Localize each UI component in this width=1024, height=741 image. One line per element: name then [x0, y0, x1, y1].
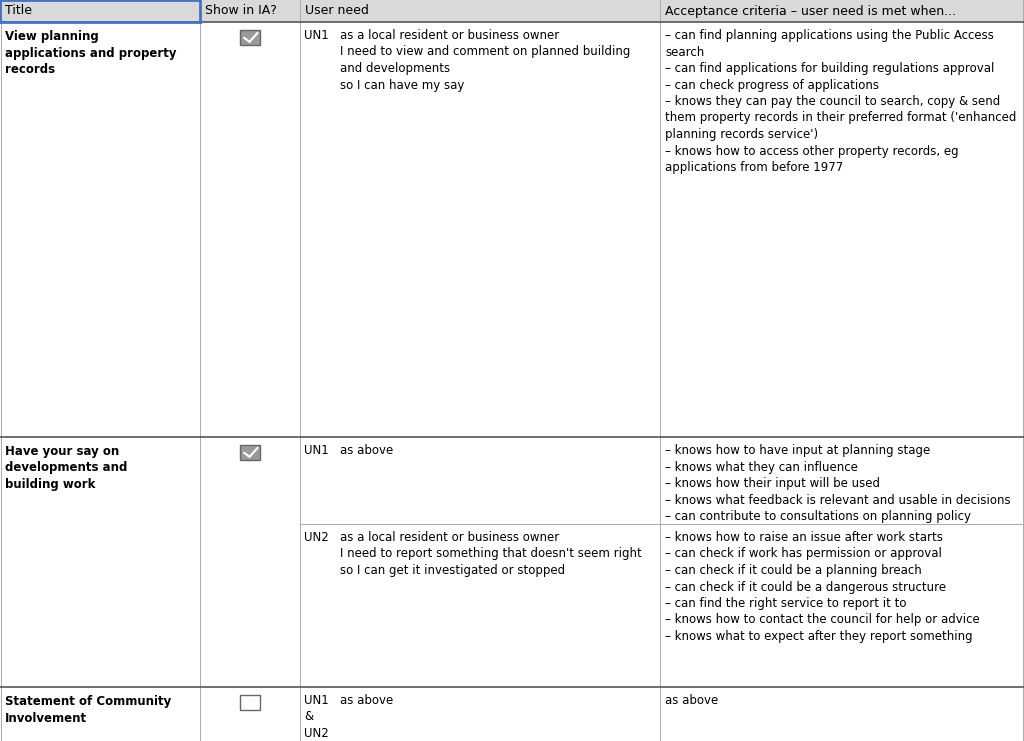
Text: Statement of Community
Involvement: Statement of Community Involvement: [5, 695, 171, 725]
Text: User need: User need: [305, 4, 369, 18]
Text: UN2: UN2: [304, 531, 329, 544]
Text: Acceptance criteria – user need is met when...: Acceptance criteria – user need is met w…: [665, 4, 956, 18]
Text: UN1: UN1: [304, 444, 329, 457]
Text: as above: as above: [340, 694, 393, 707]
Text: – knows how to raise an issue after work starts
– can check if work has permissi: – knows how to raise an issue after work…: [665, 531, 980, 643]
Bar: [0, 0, 1024, 22]
Text: as a local resident or business owner
I need to report something that doesn't se: as a local resident or business owner I …: [340, 531, 642, 577]
Bar: [240, 694, 260, 709]
Bar: [240, 30, 260, 44]
Text: – knows how to have input at planning stage
– knows what they can influence
– kn: – knows how to have input at planning st…: [665, 444, 1011, 523]
Text: UN1
&
UN2: UN1 & UN2: [304, 694, 329, 740]
Text: Title: Title: [5, 4, 32, 18]
Text: as above: as above: [665, 694, 718, 707]
Text: – can find planning applications using the Public Access
search
– can find appli: – can find planning applications using t…: [665, 29, 1017, 174]
Text: UN1: UN1: [304, 29, 329, 42]
Text: View planning
applications and property
records: View planning applications and property …: [5, 30, 176, 76]
Text: as above: as above: [340, 444, 393, 457]
Text: Show in IA?: Show in IA?: [205, 4, 276, 18]
Bar: [240, 445, 260, 459]
Text: Have your say on
developments and
building work: Have your say on developments and buildi…: [5, 445, 127, 491]
Text: as a local resident or business owner
I need to view and comment on planned buil: as a local resident or business owner I …: [340, 29, 631, 91]
